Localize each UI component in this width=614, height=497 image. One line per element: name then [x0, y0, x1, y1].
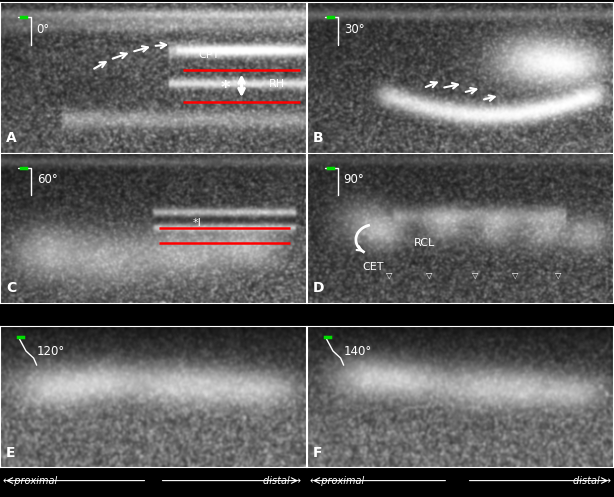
Text: ▽: ▽ — [472, 271, 478, 280]
Text: C: C — [6, 281, 17, 295]
Text: 140°: 140° — [344, 344, 372, 357]
Text: F: F — [313, 446, 322, 460]
Text: 0°: 0° — [37, 23, 50, 36]
Text: 120°: 120° — [37, 344, 65, 357]
Text: distal →: distal → — [573, 476, 611, 486]
Text: A: A — [6, 131, 17, 145]
Text: D: D — [313, 281, 325, 295]
Text: *: * — [220, 79, 230, 96]
Text: RCL: RCL — [414, 238, 435, 248]
Text: ▽: ▽ — [386, 271, 393, 280]
Text: E: E — [6, 446, 15, 460]
Text: 30°: 30° — [344, 23, 364, 36]
Text: RH: RH — [269, 79, 286, 88]
Text: ← proximal: ← proximal — [3, 476, 57, 486]
Text: 90°: 90° — [344, 173, 365, 186]
Text: ▽: ▽ — [511, 271, 518, 280]
Text: B: B — [313, 131, 324, 145]
Text: CPT: CPT — [199, 50, 220, 60]
Text: 60°: 60° — [37, 173, 58, 186]
Text: CET: CET — [362, 261, 384, 272]
Text: distal →: distal → — [263, 476, 301, 486]
Text: *I: *I — [193, 218, 201, 228]
Text: ← proximal: ← proximal — [310, 476, 364, 486]
Text: ▽: ▽ — [426, 271, 432, 280]
Text: ▽: ▽ — [554, 271, 561, 280]
